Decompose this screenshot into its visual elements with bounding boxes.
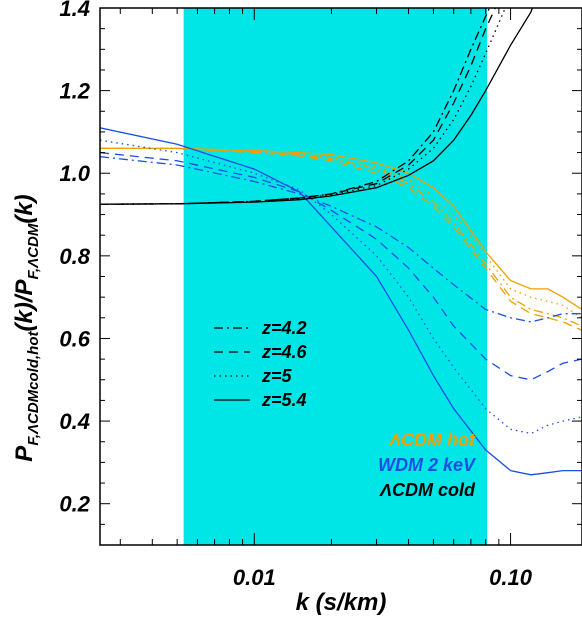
legend-model-label-1: WDM 2 keV	[378, 455, 477, 475]
x-tick-label-0: 0.01	[233, 565, 276, 590]
legend-linestyle-label-2: z=5	[261, 366, 293, 386]
tick-layer: 0.2 0.4 0.6 0.8 1.0 1.2 1.4 0.01 0.10	[59, 0, 582, 590]
series-line-2	[100, 147, 582, 319]
y-tick-label-2: 0.6	[59, 326, 90, 351]
x-tick-label-1: 0.10	[489, 565, 533, 590]
legend-model-label-2: ΛCDM cold	[379, 480, 476, 500]
series-line-9	[100, 8, 497, 205]
y-tick-label-0: 0.2	[59, 492, 90, 517]
series-line-4	[100, 156, 582, 323]
y-tick-label-1: 0.4	[59, 409, 90, 434]
legend-linestyle-label-0: z=4.2	[261, 318, 307, 338]
y-tick-label-3: 0.8	[59, 244, 90, 269]
series-line-11	[100, 8, 534, 205]
series-line-7	[100, 127, 582, 476]
y-label-base: P	[11, 445, 38, 462]
series-layer	[100, 8, 582, 476]
y-tick-label-5: 1.2	[59, 79, 90, 104]
y-label-mid: (k)/P	[11, 279, 38, 332]
y-label-sub1: F,ΛCDMcold,hot	[25, 331, 42, 446]
y-tick-label-6: 1.4	[59, 0, 90, 21]
series-line-0	[100, 147, 582, 327]
legend-layer: z=4.2 z=4.6 z=5 z=5.4 ΛCDM hot WDM 2 keV ΛCDM …	[214, 318, 477, 500]
shaded-k-range	[183, 8, 488, 545]
legend-model-label-0: ΛCDM hot	[388, 430, 476, 450]
y-label-end: (k)	[11, 194, 38, 223]
series-line-6	[100, 139, 582, 435]
y-axis-label: PF,ΛCDMcold,hot(k)/PF,ΛCDM(k)	[11, 194, 42, 461]
series-line-1	[100, 147, 582, 331]
legend-linestyle-label-1: z=4.6	[261, 342, 308, 362]
legend-linestyle-label-3: z=5.4	[261, 390, 307, 410]
series-line-5	[100, 151, 582, 381]
x-axis-label: k (s/km)	[296, 589, 387, 616]
y-label-sub2: F,ΛCDM	[25, 223, 42, 279]
y-tick-label-4: 1.0	[59, 161, 90, 186]
series-line-3	[100, 147, 582, 311]
